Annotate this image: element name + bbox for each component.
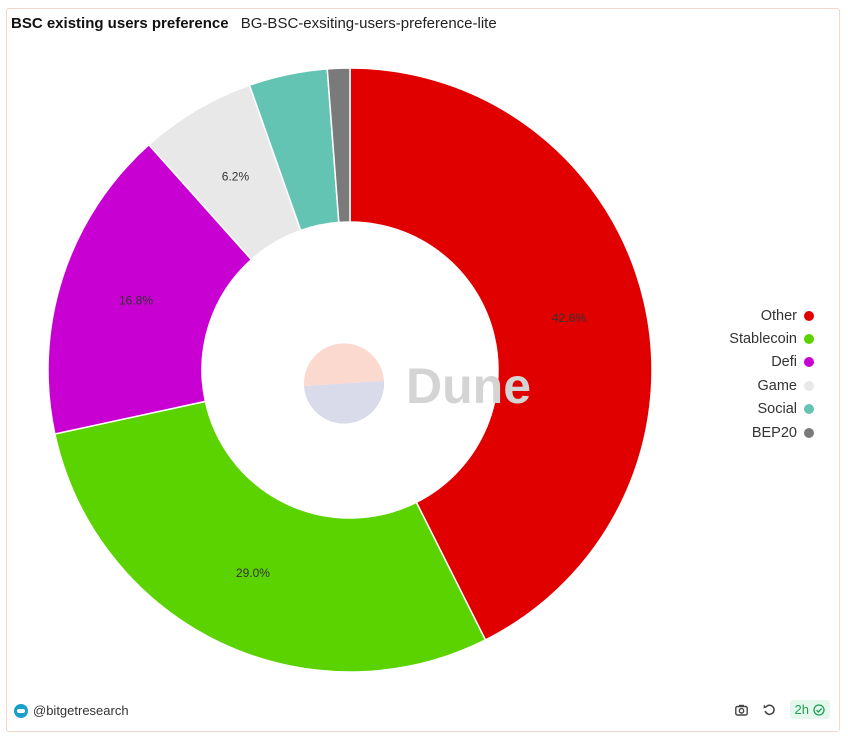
camera-icon[interactable] <box>734 702 750 718</box>
author-tag[interactable]: @bitgetresearch <box>14 703 129 718</box>
legend-swatch <box>804 334 814 345</box>
legend-item-bep20[interactable]: BEP20 <box>674 421 814 444</box>
dune-watermark: Dune <box>303 343 531 424</box>
author-avatar <box>14 703 28 718</box>
slice-bep20[interactable] <box>326 67 351 224</box>
slice-label-other: 42.6% <box>552 311 586 325</box>
legend-item-game[interactable]: Game <box>674 374 814 397</box>
author-name: @bitgetresearch <box>33 703 129 718</box>
legend-label: BEP20 <box>751 424 797 441</box>
slice-label-game: 6.2% <box>222 169 250 183</box>
check-circle-icon <box>813 703 825 716</box>
legend-item-defi[interactable]: Defi <box>674 351 814 374</box>
slices-group <box>47 67 653 673</box>
watermark-logo-bottom <box>304 381 385 424</box>
chart-header: BSC existing users preference BG-BSC-exs… <box>11 15 497 32</box>
legend-label: Game <box>757 377 798 394</box>
refresh-interval: 2h <box>794 702 809 717</box>
legend-item-stablecoin[interactable]: Stablecoin <box>674 327 814 350</box>
legend-swatch <box>804 404 814 415</box>
legend-swatch <box>804 357 814 368</box>
legend-label: Other <box>760 307 797 324</box>
slice-defi[interactable] <box>47 143 253 435</box>
chart-legend: Other Stablecoin Defi Game Social BEP20 <box>674 304 814 444</box>
slice-label-defi: 16.8% <box>119 293 153 307</box>
refresh-icon[interactable] <box>762 702 778 718</box>
slice-label-stablecoin: 29.0% <box>236 566 270 580</box>
legend-label: Social <box>757 401 798 418</box>
legend-label: Stablecoin <box>729 331 797 348</box>
legend-swatch <box>804 380 814 391</box>
slice-other[interactable] <box>349 67 653 641</box>
watermark-text: Dune <box>406 358 531 414</box>
slice-labels-group: 42.6% 29.0% 16.8% 6.2% <box>119 169 586 580</box>
legend-item-other[interactable]: Other <box>674 304 814 327</box>
slice-stablecoin[interactable] <box>53 400 487 673</box>
legend-swatch <box>804 310 814 321</box>
legend-label: Defi <box>771 354 797 371</box>
query-name[interactable]: BG-BSC-exsiting-users-preference-lite <box>240 15 497 32</box>
legend-swatch <box>804 427 814 438</box>
legend-item-social[interactable]: Social <box>674 398 814 421</box>
chart-title: BSC existing users preference <box>11 15 229 32</box>
refresh-badge[interactable]: 2h <box>789 700 830 719</box>
watermark-logo-top <box>303 343 384 386</box>
footer-actions: 2h <box>734 700 830 719</box>
